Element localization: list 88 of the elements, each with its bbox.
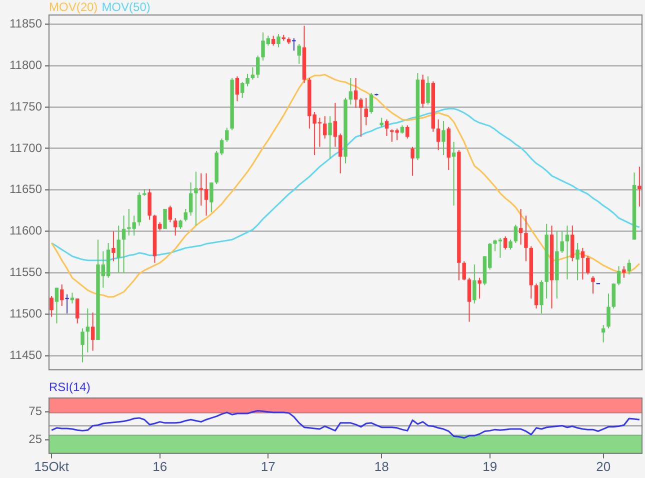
candlestick	[60, 284, 64, 306]
y-tick-label: 11600	[10, 224, 42, 238]
candlestick	[524, 215, 528, 262]
x-tick-label: 16	[152, 458, 168, 474]
candlestick	[210, 182, 214, 213]
text: MOV(20)	[49, 0, 98, 14]
candlestick	[565, 225, 570, 280]
candlestick	[638, 166, 642, 207]
y-tick-label: 11850	[10, 16, 42, 30]
candlestick	[570, 225, 574, 262]
candlestick	[235, 76, 240, 102]
x-tick-label: 19	[482, 458, 498, 474]
candlestick	[271, 35, 276, 46]
candlestick	[188, 182, 193, 216]
candlestick	[354, 78, 358, 108]
candlestick	[627, 259, 631, 275]
candlestick	[122, 215, 126, 274]
candlestick	[112, 230, 116, 262]
candlestick	[576, 242, 580, 281]
candlestick	[194, 171, 198, 226]
candlestick	[442, 120, 446, 156]
candlestick	[606, 293, 610, 329]
candlestick	[256, 55, 260, 78]
y-tick-label: 25	[28, 432, 42, 446]
text: RSI(14)	[49, 380, 90, 394]
candlestick	[580, 247, 585, 280]
y-tick-label: 11450	[10, 348, 42, 362]
text: MOV(50)	[102, 0, 150, 14]
candlestick	[364, 97, 368, 126]
candlestick	[406, 124, 410, 140]
y-tick-label: 11650	[10, 182, 42, 196]
candlestick	[54, 287, 59, 324]
candlestick	[184, 208, 188, 222]
candlestick	[276, 34, 280, 48]
candlestick	[410, 146, 414, 176]
y-tick-label: 11550	[10, 265, 42, 280]
candlestick	[462, 260, 466, 281]
x-tick-label: 20	[596, 458, 611, 474]
candlestick	[178, 219, 182, 230]
y-tick-label: 11500	[10, 306, 42, 321]
candlestick	[384, 118, 389, 137]
candlestick	[540, 280, 544, 314]
candlestick	[86, 308, 90, 353]
candlestick	[467, 277, 472, 322]
candlestick	[116, 225, 120, 274]
candlestick	[297, 44, 301, 64]
x-tick-label: 18	[374, 458, 389, 474]
candlestick	[518, 208, 523, 246]
candlestick	[70, 292, 74, 304]
candlestick	[76, 298, 80, 324]
candlestick	[426, 76, 430, 106]
candlestick	[292, 38, 296, 52]
candlestick	[436, 118, 440, 151]
candlestick	[225, 127, 229, 142]
candlestick	[173, 218, 178, 236]
candlestick	[348, 78, 353, 106]
candlestick	[616, 266, 621, 286]
candlestick	[168, 205, 172, 223]
candlestick	[591, 276, 595, 294]
candlestick	[380, 117, 384, 128]
candlestick	[612, 283, 616, 309]
candlestick	[163, 208, 167, 230]
candlestick	[622, 266, 626, 278]
candlestick	[514, 224, 518, 244]
candlestick	[472, 264, 476, 304]
y-tick-label: 11800	[10, 58, 42, 72]
candlestick	[503, 236, 508, 250]
x-tick-label: 15Okt	[34, 458, 70, 474]
y-tick-label: 11750	[10, 99, 42, 114]
candlestick	[452, 141, 456, 206]
candlestick	[601, 324, 606, 343]
candlestick	[148, 188, 152, 220]
candlestick	[478, 277, 482, 300]
candlestick	[508, 239, 512, 250]
candlestick	[534, 283, 538, 309]
candlestick	[328, 116, 332, 159]
candlestick	[359, 97, 363, 138]
candlestick	[560, 230, 564, 254]
y-tick-label: 11700	[10, 140, 42, 155]
x-tick-label: 17	[260, 458, 276, 474]
candlestick	[90, 312, 95, 352]
candlestick	[323, 116, 327, 140]
candlestick	[80, 328, 84, 363]
candlestick	[369, 92, 374, 114]
candlestick	[250, 66, 255, 80]
candlestick	[50, 296, 54, 318]
candlestick	[586, 256, 590, 275]
y-tick-label: 75	[28, 404, 42, 418]
